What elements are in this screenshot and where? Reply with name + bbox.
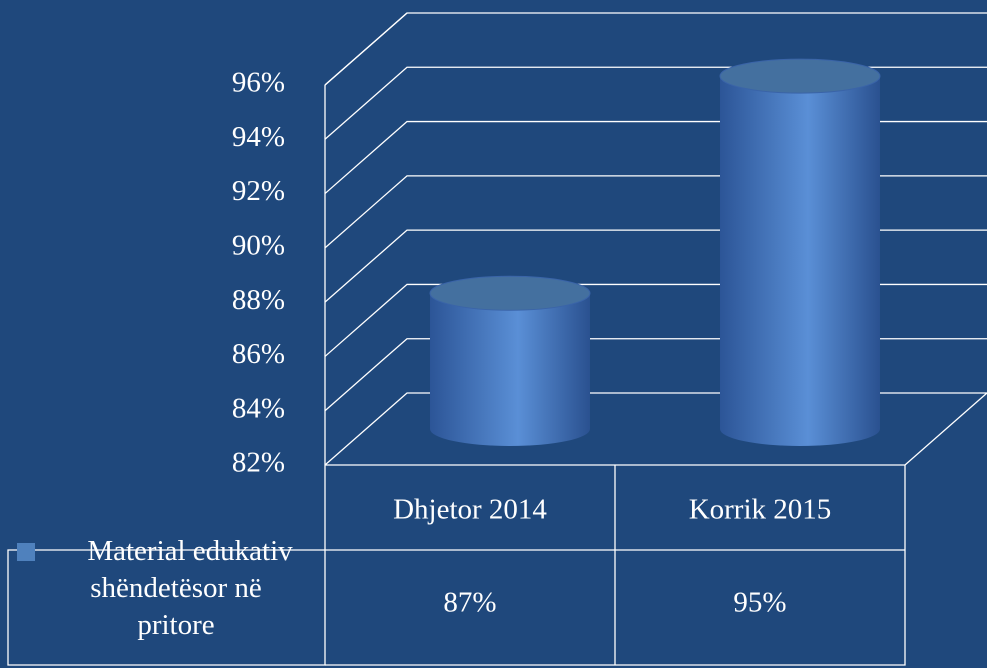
- grid-line: [324, 338, 987, 412]
- grid-line: [324, 175, 987, 249]
- y-tick-label: 84%: [232, 392, 285, 424]
- cylinder-top: [719, 58, 881, 94]
- y-tick-label: 94%: [232, 121, 285, 153]
- y-tick-label: 86%: [232, 338, 285, 370]
- cylinder-top: [429, 275, 591, 311]
- y-tick-label: 96%: [232, 67, 285, 99]
- grid-line: [324, 229, 987, 303]
- data-label: 95%: [733, 587, 786, 619]
- y-tick-label: 88%: [232, 284, 285, 316]
- cylinder: [719, 58, 881, 447]
- grid-line: [324, 66, 987, 140]
- y-tick-label: 92%: [232, 175, 285, 207]
- grid-line: [324, 392, 987, 466]
- grid-line: [324, 283, 987, 357]
- grid-line: [324, 120, 987, 195]
- x-tick-label: Korrik 2015: [689, 494, 832, 526]
- x-tick-label: Dhjetor 2014: [393, 494, 547, 526]
- floor: [325, 392, 987, 466]
- legend-key: [17, 543, 35, 561]
- data-label: 87%: [443, 587, 496, 619]
- y-tick-label: 90%: [232, 230, 285, 262]
- cylinder: [429, 275, 591, 446]
- table-border: [7, 465, 905, 666]
- y-tick-label: 82%: [232, 447, 285, 479]
- grid-line: [324, 12, 987, 86]
- table-border: [325, 465, 906, 666]
- legend-label: Material edukativ shëndetësor në pritore: [87, 535, 293, 641]
- cylinder-body: [720, 76, 880, 447]
- cylinder-body: [430, 293, 590, 446]
